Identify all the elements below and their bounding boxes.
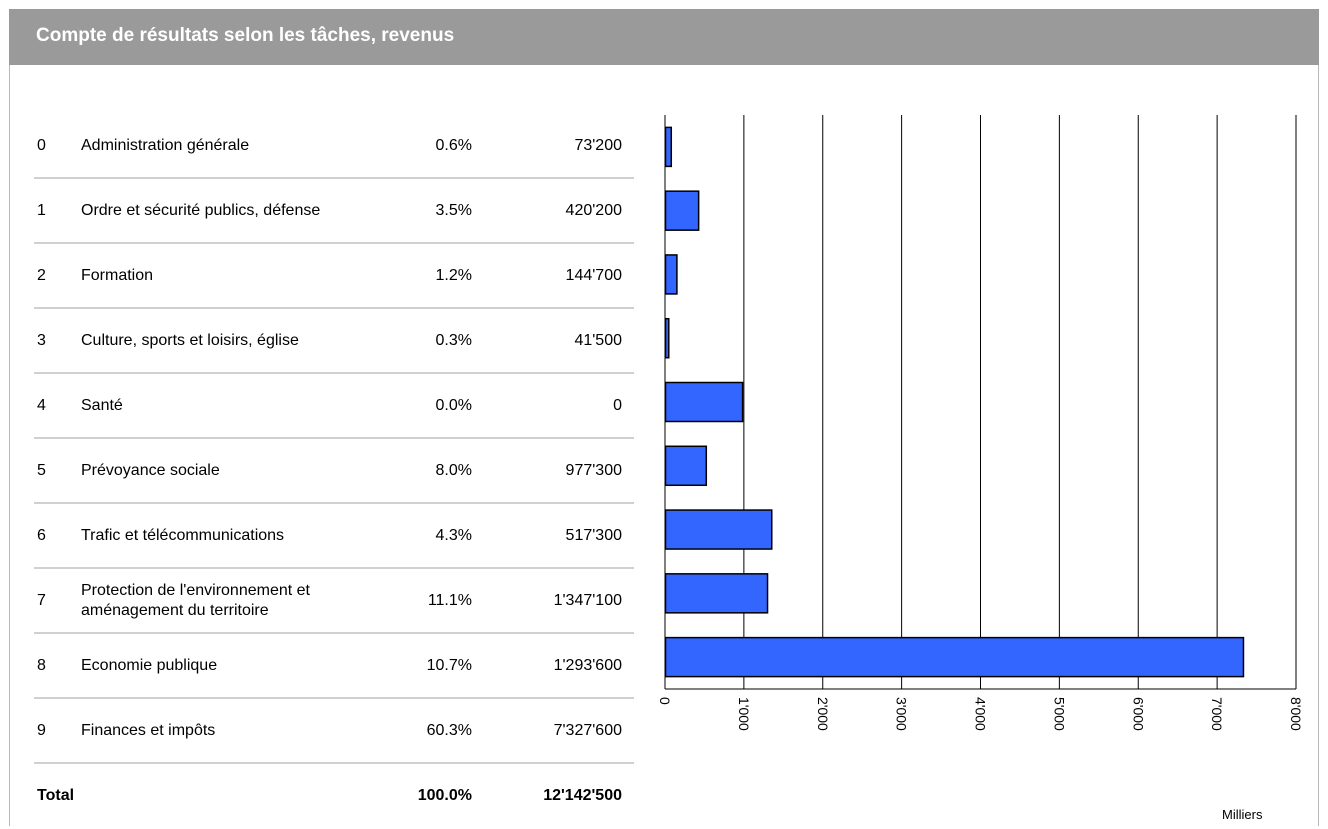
row-code: 0 <box>37 136 46 154</box>
x-tick-label: 4'000 <box>973 697 989 731</box>
bar <box>664 190 700 231</box>
row-value: 144'700 <box>565 266 622 284</box>
row-divider <box>34 372 634 374</box>
row-divider <box>34 307 634 309</box>
bar <box>664 317 670 359</box>
row-code: 6 <box>37 526 46 544</box>
x-axis-unit-label: Milliers <box>1222 807 1263 822</box>
row-value: 977'300 <box>565 461 622 479</box>
row-value: 1'347'100 <box>553 591 622 609</box>
row-value: 41'500 <box>574 331 622 349</box>
x-tick-label: 8'000 <box>1288 697 1304 731</box>
x-tick-label: 6'000 <box>1130 697 1146 731</box>
table-row: 2 Formation 1.2% 144'700 <box>34 244 634 309</box>
bar <box>664 126 673 168</box>
row-percent: 60.3% <box>426 721 472 739</box>
row-divider <box>34 697 634 699</box>
row-code: 5 <box>37 461 46 479</box>
row-label: Protection de l'environnement et aménage… <box>81 581 310 619</box>
row-label: Finances et impôts <box>81 721 216 739</box>
row-percent: 11.1% <box>427 591 472 609</box>
row-label: Prévoyance sociale <box>81 461 220 479</box>
x-tick-label: 5'000 <box>1051 697 1067 731</box>
x-tick-label: 7'000 <box>1209 697 1225 731</box>
table-row: 6 Trafic et télécommunications 4.3% 517'300 <box>34 504 634 569</box>
row-label: Santé <box>81 396 123 414</box>
table-row: 5 Prévoyance sociale 8.0% 977'300 <box>34 439 634 504</box>
row-label: Economie publique <box>81 656 218 674</box>
row-divider <box>34 437 634 439</box>
row-divider <box>34 242 634 244</box>
row-code: 7 <box>37 591 46 609</box>
row-percent: 0.6% <box>435 136 472 154</box>
x-tick-label: 0 <box>657 697 673 705</box>
row-code: 8 <box>37 656 46 674</box>
row-percent: 3.5% <box>435 201 472 219</box>
row-value: 517'300 <box>565 526 622 544</box>
table-row: 3 Culture, sports et loisirs, église 0.3% 4… <box>34 309 634 374</box>
table-row: 8 Economie publique 10.7% 1'293'600 <box>34 634 634 699</box>
row-value: 1'293'600 <box>553 656 622 674</box>
x-tick-label: 1'000 <box>736 697 752 731</box>
row-code: 2 <box>37 266 46 284</box>
row-label: Formation <box>81 266 154 284</box>
table-row: 1 Ordre et sécurité publics, défense 3.5% 4… <box>34 179 634 244</box>
row-value: 0 <box>613 396 622 414</box>
row-percent: 8.0% <box>435 461 472 479</box>
bar <box>664 254 678 295</box>
row-value: 420'200 <box>565 201 622 219</box>
table-row: 7 Protection de l'environnement et aménag… <box>34 569 634 634</box>
bar <box>664 573 769 614</box>
row-label: Trafic et télécommunications <box>81 526 285 544</box>
bar <box>664 509 773 550</box>
row-label: Ordre et sécurité publics, défense <box>81 201 321 219</box>
x-tick-label: 3'000 <box>894 697 910 731</box>
row-label: Administration générale <box>81 136 250 154</box>
row-code: 9 <box>37 721 46 739</box>
row-code: 4 <box>37 396 46 414</box>
bar <box>664 636 1245 678</box>
bar <box>664 381 744 423</box>
row-divider <box>34 762 634 764</box>
total-value: 12'142'500 <box>543 786 622 804</box>
row-code: 3 <box>37 331 46 349</box>
total-label: Total <box>37 786 75 804</box>
total-percent: 100.0% <box>417 786 472 804</box>
total-row: Total 100.0% 12'142'500 <box>34 764 634 829</box>
row-code: 1 <box>37 201 46 219</box>
page-title: Compte de résultats selon les tâches, re… <box>9 9 1319 65</box>
table-row: 4 Santé 0.0% 0 <box>34 374 634 439</box>
row-percent: 1.2% <box>435 266 472 284</box>
row-divider <box>34 502 634 504</box>
row-percent: 4.3% <box>435 526 472 544</box>
row-percent: 10.7% <box>426 656 472 674</box>
table-row: 0 Administration générale 0.6% 73'200 <box>34 114 634 179</box>
row-divider <box>34 567 634 569</box>
row-percent: 0.0% <box>435 396 472 414</box>
row-divider <box>34 177 634 179</box>
row-value: 7'327'600 <box>553 721 622 739</box>
x-tick-label: 2'000 <box>815 697 831 731</box>
panel-frame <box>9 9 1319 826</box>
bar <box>664 445 708 487</box>
row-value: 73'200 <box>574 136 622 154</box>
row-label: Culture, sports et loisirs, église <box>81 331 299 349</box>
row-divider <box>34 632 634 634</box>
table-row: 9 Finances et impôts 60.3% 7'327'600 <box>34 699 634 764</box>
row-percent: 0.3% <box>435 331 472 349</box>
